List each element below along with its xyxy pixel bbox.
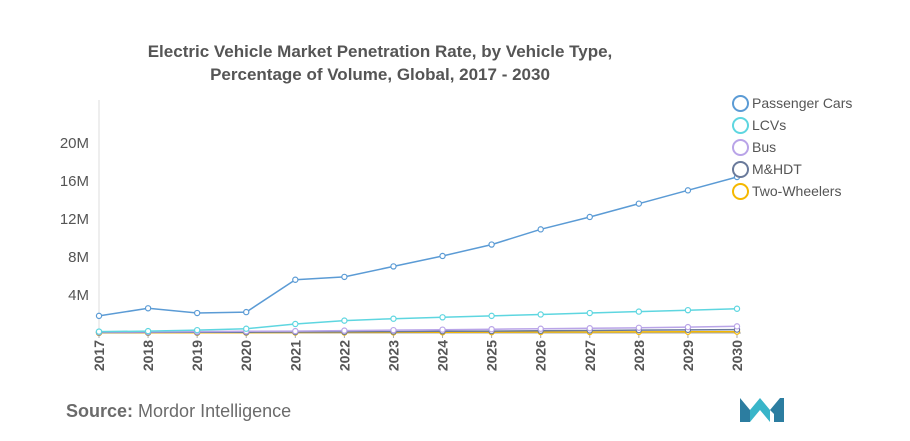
x-tick-label: 2020 [238,340,254,371]
x-tick-label: 2018 [140,340,156,371]
x-tick-label: 2023 [385,340,401,371]
data-point [488,241,495,248]
data-point [292,276,299,283]
source-label: Source: [66,401,134,421]
x-tick-label: 2017 [91,340,107,371]
legend-label: M&HDT [752,161,802,177]
x-tick-label: 2024 [435,340,451,371]
legend-item[interactable]: M&HDT [732,158,852,180]
chart-title: Electric Vehicle Market Penetration Rate… [0,40,760,86]
y-tick-label: 16M [60,173,89,190]
legend-item[interactable]: Bus [732,136,852,158]
data-point [439,326,446,333]
series-line-1 [98,307,738,333]
x-tick-label: 2022 [336,340,352,371]
y-tick-label: 4M [68,287,89,304]
x-tick-label: 2030 [729,340,745,371]
legend-label: Bus [752,139,777,155]
data-point [390,315,397,322]
chart-title-line-2: Percentage of Volume, Global, 2017 - 203… [210,65,550,84]
legend-swatch-icon [732,182,749,200]
data-point [292,320,299,328]
y-tick-label: 12M [60,211,89,228]
legend-swatch-icon [732,94,749,112]
data-point [684,187,692,194]
data-point [635,324,643,331]
data-point [341,273,348,281]
data-point [341,327,348,334]
data-point [144,327,152,335]
data-point [537,226,544,233]
x-tick-label: 2025 [484,340,500,371]
legend-label: Two-Wheelers [752,183,842,199]
x-tick-label: 2027 [582,340,598,371]
legend-item[interactable]: Passenger Cars [732,92,852,114]
series-lines [98,176,738,334]
data-point [193,309,201,317]
legend-label: Passenger Cars [752,95,853,111]
data-point [537,325,544,332]
data-point [684,323,692,331]
x-tick-label: 2021 [287,340,303,371]
data-point [439,252,446,260]
data-point [341,317,348,324]
legend-item[interactable]: LCVs [732,114,852,136]
data-point [488,325,495,333]
data-point [292,327,299,335]
series-line-2 [98,325,738,333]
legend-label: LCVs [752,117,787,133]
data-point [488,312,495,320]
data-point [144,305,152,312]
data-point [95,312,103,320]
data-point [439,314,446,321]
data-point [635,308,643,315]
chart-axes [98,100,741,334]
data-point [586,309,593,317]
chart-legend: Passenger Cars LCVs Bus M&HDT Two-Wheelers [732,92,852,202]
data-point [390,263,397,270]
source-note: Source: Mordor Intelligence [66,401,291,422]
x-tick-label: 2029 [680,340,696,371]
legend-swatch-icon [732,116,749,134]
data-point [243,325,250,332]
legend-swatch-icon [732,138,749,156]
legend-swatch-icon [732,160,749,178]
data-point [684,306,692,314]
data-point [193,326,201,334]
series-line-0 [98,176,738,317]
y-tick-label: 8M [68,249,89,266]
source-text: Mordor Intelligence [138,401,292,421]
x-tick-label: 2019 [189,340,205,371]
mordor-logo-icon [740,398,784,422]
x-tick-labels: 2017 2018 2019 2020 2021 2022 2023 2024 2025 2026… [91,333,745,371]
legend-item[interactable]: Two-Wheelers [732,180,852,202]
x-tick-label: 2028 [631,340,647,371]
data-point [243,308,250,316]
y-tick-labels: 4M 8M 12M 16M 20M [60,135,89,304]
data-point [586,325,593,332]
data-point [95,328,103,335]
data-point [635,200,643,207]
data-point [733,305,741,312]
data-point [733,323,741,330]
x-tick-label: 2026 [533,340,549,371]
chart-title-line-1: Electric Vehicle Market Penetration Rate… [147,42,613,61]
data-point [537,311,544,318]
series-points [95,173,741,337]
data-point [390,326,397,334]
y-tick-label: 20M [60,135,89,152]
data-point [586,213,593,221]
